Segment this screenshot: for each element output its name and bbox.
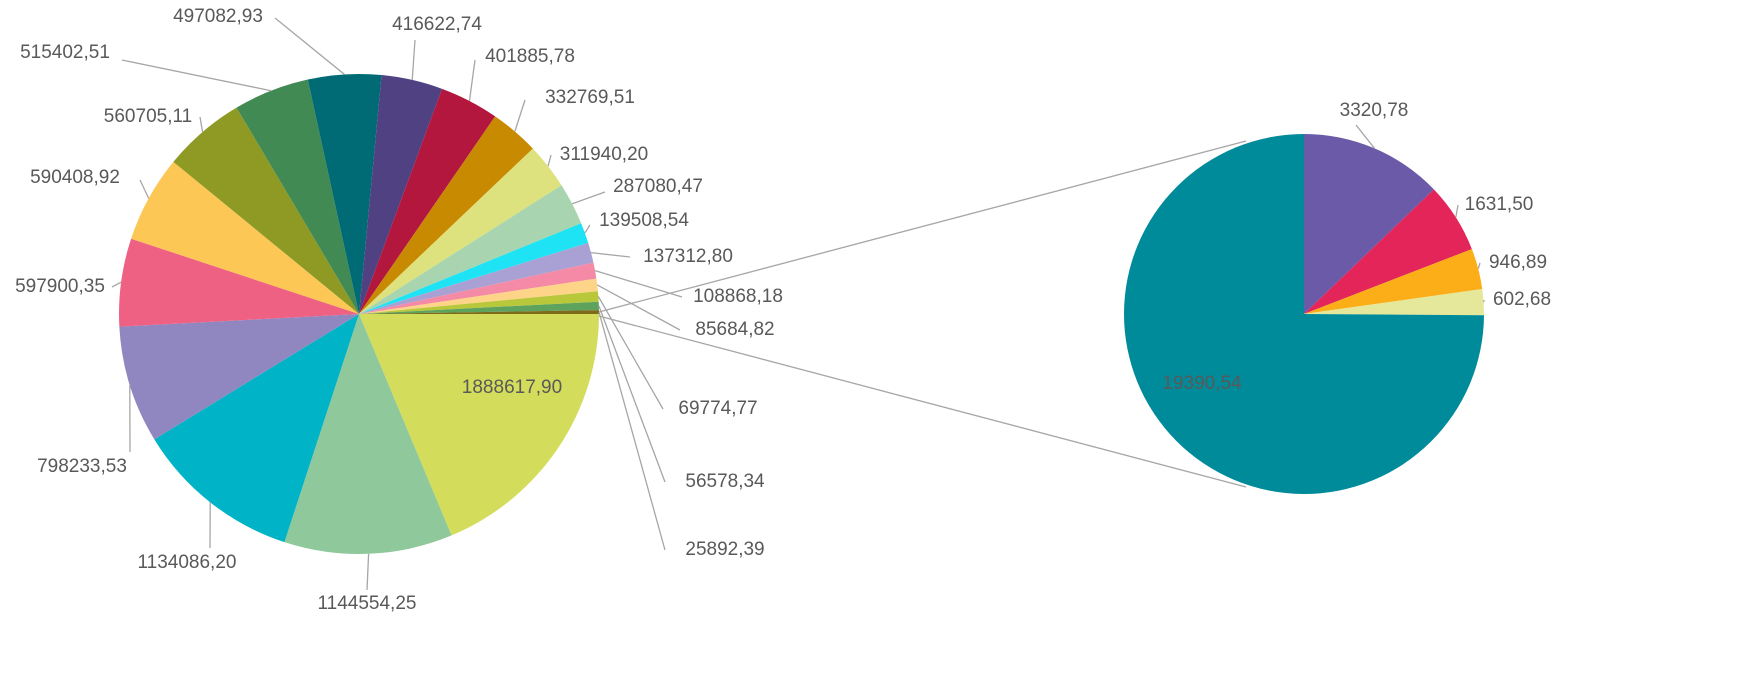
- data-label: 560705,11: [104, 106, 192, 127]
- pie-slice: [119, 314, 359, 440]
- data-label: 108868,18: [693, 286, 783, 307]
- data-label: 139508,54: [599, 210, 689, 231]
- leader-line: [468, 59, 476, 102]
- data-label: 1134086,20: [138, 552, 237, 573]
- pie-slice: [359, 301, 599, 314]
- pie-slice: [154, 314, 359, 543]
- leader-line: [411, 39, 416, 81]
- leader-line: [111, 281, 122, 288]
- pie-slice: [359, 75, 443, 314]
- pie-slice: [359, 116, 533, 315]
- pie-slice: [359, 262, 597, 314]
- pie-slice: [359, 314, 599, 536]
- pie-slice: [359, 148, 562, 314]
- data-label: 602,68: [1493, 289, 1551, 310]
- data-label: 85684,82: [695, 319, 774, 340]
- leader-line: [199, 116, 204, 133]
- data-label: 590408,92: [30, 167, 120, 188]
- data-label: 401885,78: [485, 46, 575, 67]
- leader-line: [514, 99, 526, 132]
- leader-line: [594, 269, 683, 298]
- data-label: 3320,78: [1340, 100, 1409, 121]
- data-label: 137312,80: [643, 246, 733, 267]
- data-label: 56578,34: [685, 471, 765, 492]
- data-label: 69774,77: [678, 398, 757, 419]
- leader-line: [121, 59, 272, 92]
- pie-slice: [119, 238, 359, 327]
- data-label: 416622,74: [392, 14, 482, 35]
- data-label: 798233,53: [37, 456, 127, 477]
- pie-slice: [1304, 134, 1434, 314]
- pie-slice: [173, 107, 359, 315]
- pie-slice: [284, 314, 452, 555]
- connectors: [598, 140, 1247, 488]
- data-label: 515402,51: [20, 42, 110, 63]
- pie-slice: [1304, 289, 1484, 316]
- pie-slice: [359, 278, 598, 314]
- leader-line: [597, 296, 664, 410]
- connector-line: [598, 140, 1247, 313]
- leader-line: [584, 224, 591, 234]
- leader-line: [1355, 124, 1376, 149]
- leader-line: [366, 553, 370, 591]
- data-label: 19390,54: [1162, 373, 1242, 394]
- leader-line: [571, 191, 606, 205]
- data-label: 25892,39: [685, 539, 764, 560]
- pie-slice: [359, 242, 594, 314]
- pie-slice: [1304, 249, 1483, 314]
- pie-slice: [359, 185, 582, 314]
- leader-line: [598, 305, 666, 483]
- data-label: 311940,20: [560, 144, 648, 165]
- data-label: 497082,93: [173, 6, 263, 27]
- pie-slice: [359, 88, 496, 315]
- pie-slice: [1123, 134, 1484, 495]
- leader-line: [1477, 262, 1481, 269]
- data-label: 1144554,25: [318, 593, 417, 614]
- leader-line: [590, 252, 631, 258]
- data-label: 287080,47: [613, 176, 703, 197]
- data-label: 597900,35: [15, 276, 105, 297]
- leader-line: [139, 179, 150, 199]
- pie-slice: [359, 310, 599, 314]
- pie-slice: [1304, 189, 1472, 314]
- leader-line: [274, 17, 345, 75]
- pie-slice: [307, 74, 382, 314]
- leader-line: [547, 154, 552, 167]
- data-label: 1888617,90: [462, 377, 562, 398]
- pie-slice: [131, 161, 359, 314]
- connector-line: [598, 315, 1247, 488]
- pie-slice: [236, 79, 359, 314]
- pie-slice: [359, 291, 599, 314]
- data-label: 946,89: [1489, 252, 1547, 273]
- leader-line: [598, 311, 666, 551]
- pie-slice: [359, 223, 589, 314]
- leader-line: [596, 284, 681, 331]
- data-label: 332769,51: [545, 87, 635, 108]
- leader-line: [1455, 204, 1459, 218]
- data-label: 1631,50: [1465, 194, 1534, 215]
